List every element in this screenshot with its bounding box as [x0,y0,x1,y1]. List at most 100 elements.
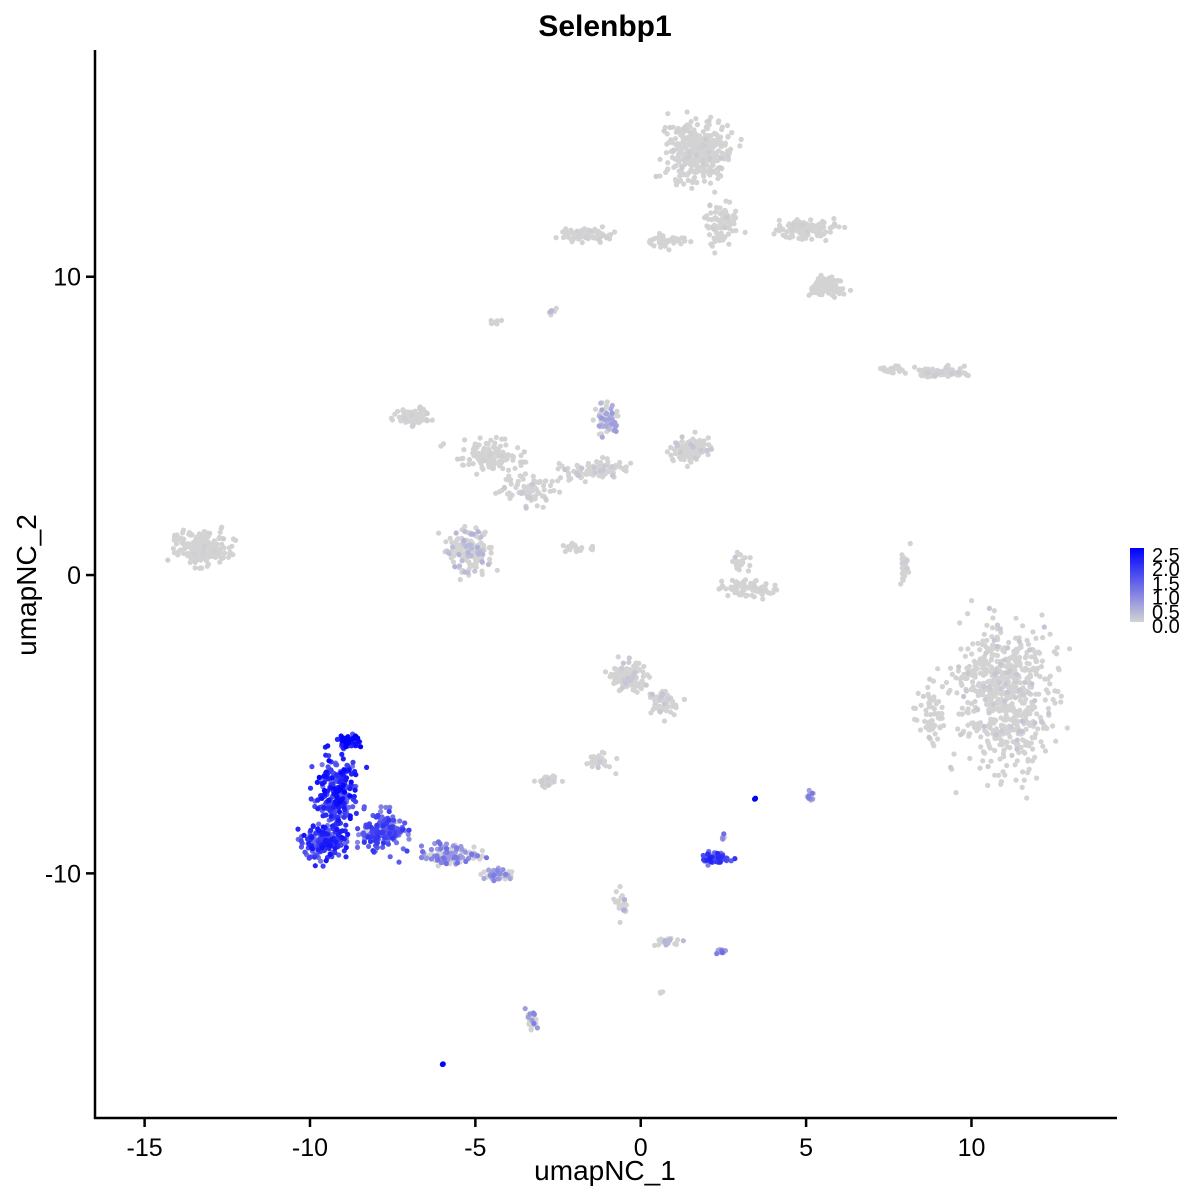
cell-point [965,710,971,716]
cell-point [1026,766,1032,772]
cell-point [1039,612,1045,618]
cell-point [1036,650,1043,656]
cell-point [925,684,931,691]
cell-point [383,804,389,811]
cell-point [983,650,989,656]
cell-point [737,143,743,149]
cell-point [719,126,725,133]
cell-point [597,468,604,474]
cell-point [970,641,976,647]
cell-point [500,867,506,873]
cell-point [323,858,329,864]
cell-point [727,221,734,227]
cell-point [731,213,737,219]
cell-point [686,149,693,155]
cell-point [613,771,619,777]
cell-point [1020,623,1026,629]
cell-point [713,150,719,156]
cell-point [773,227,779,233]
cell-point [712,141,719,147]
cell-point [986,743,992,749]
cell-point [734,565,740,571]
cell-point [482,529,488,535]
cell-point [665,111,671,117]
cell-point [991,608,997,614]
cell-point [690,444,696,450]
cell-point [700,129,706,135]
cell-point [1006,705,1012,712]
cell-point [575,472,581,478]
cell-point [1023,653,1029,659]
cell-point [505,467,512,473]
cell-point [1064,725,1070,731]
cell-point [972,698,978,705]
cell-point [348,779,354,785]
cell-point [725,231,732,237]
cell-point [197,565,203,571]
cell-point [608,406,614,412]
colorbar-label: 2.5 [1152,545,1180,567]
cell-point [326,797,332,804]
cell-point [953,675,959,681]
cell-point [1032,720,1038,726]
cell-point [889,370,895,376]
cell-point [804,229,811,235]
cell-point [933,372,939,378]
cell-point [1014,649,1020,656]
cell-point [599,224,606,230]
cell-point [559,463,565,469]
cell-point [459,846,465,852]
cell-point [175,537,181,543]
cell-point [741,578,747,585]
cell-point [588,754,594,760]
cell-point [617,884,623,890]
cell-point [488,550,494,556]
cell-point [636,660,642,667]
cell-point [672,450,679,457]
cell-point [179,540,185,546]
cell-point [935,666,941,672]
cell-point [668,444,674,451]
cell-point [959,705,965,711]
cell-point [965,699,971,706]
cell-point [450,559,457,565]
cell-point [387,854,393,860]
cell-point [334,827,340,833]
cell-point [527,495,533,501]
cell-point [1032,735,1038,741]
cell-point [784,229,790,235]
cell-point [454,860,460,866]
cell-point [520,459,526,465]
cell-point [1027,673,1033,679]
cell-point [744,592,750,599]
cell-point [622,900,628,907]
cell-point [364,824,370,830]
cell-point [480,466,486,472]
cell-point [717,165,723,171]
cell-point [320,863,326,869]
cell-point [409,422,416,429]
cell-point [1026,667,1032,673]
cell-point [927,676,933,682]
cell-point [706,149,712,155]
cell-point [327,851,333,858]
cell-point [503,871,509,877]
cell-point [472,568,478,574]
cell-point [341,789,348,795]
cell-point [996,680,1003,686]
cell-point [640,669,646,675]
cell-point [1014,758,1020,764]
cell-point [541,487,547,493]
cell-point [1001,648,1007,654]
cell-point [745,568,752,574]
cell-point [692,130,698,136]
cell-point [706,118,712,124]
cell-point [310,823,316,829]
cell-point [677,177,684,183]
cell-point [703,125,709,131]
cell-point [665,160,671,166]
cell-point [589,547,595,553]
cell-point [982,668,988,674]
cell-point [1013,777,1019,783]
cell-point [308,796,314,802]
